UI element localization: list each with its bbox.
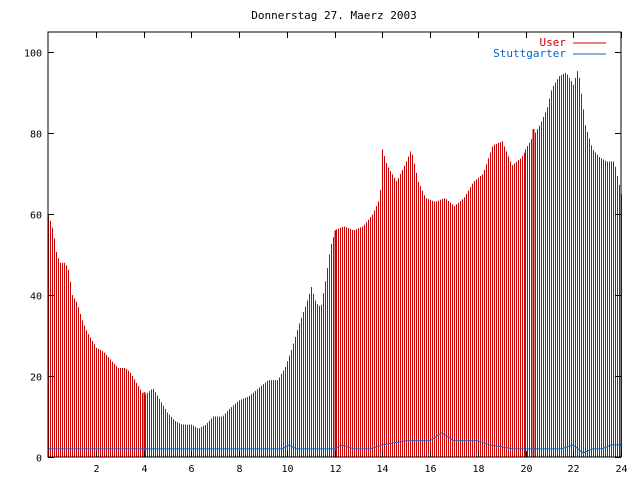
- x-tick-label: 24: [615, 464, 627, 475]
- y-tick-label: 40: [30, 292, 42, 303]
- y-tick-label: 20: [30, 373, 42, 384]
- plot-frame: [47, 31, 622, 458]
- chart-title: Donnerstag 27. Maerz 2003: [251, 9, 417, 22]
- x-tick-label: 18: [472, 464, 484, 475]
- x-tick-label: 10: [281, 464, 293, 475]
- y-tick-label: 80: [30, 130, 42, 141]
- user-series-bars: [48, 71, 622, 457]
- x-tick-label: 6: [188, 464, 194, 475]
- x-tick-label: 20: [520, 464, 532, 475]
- x-tick-label: 16: [424, 464, 436, 475]
- x-tick-label: 22: [567, 464, 579, 475]
- x-tick-label: 2: [93, 464, 99, 475]
- x-tick-label: 4: [141, 464, 147, 475]
- series-lines: [48, 432, 621, 454]
- x-tick-label: 12: [329, 464, 341, 475]
- x-tick-label: 8: [236, 464, 242, 475]
- stuttgarter-series-line: [48, 432, 621, 454]
- legend-label-user: User: [540, 36, 567, 49]
- y-tick-label: 0: [36, 454, 42, 465]
- y-tick-label: 60: [30, 211, 42, 222]
- y-tick-label: 100: [24, 49, 42, 60]
- legend-label-stuttgarter: Stuttgarter: [493, 47, 566, 60]
- x-tick-label: 14: [376, 464, 388, 475]
